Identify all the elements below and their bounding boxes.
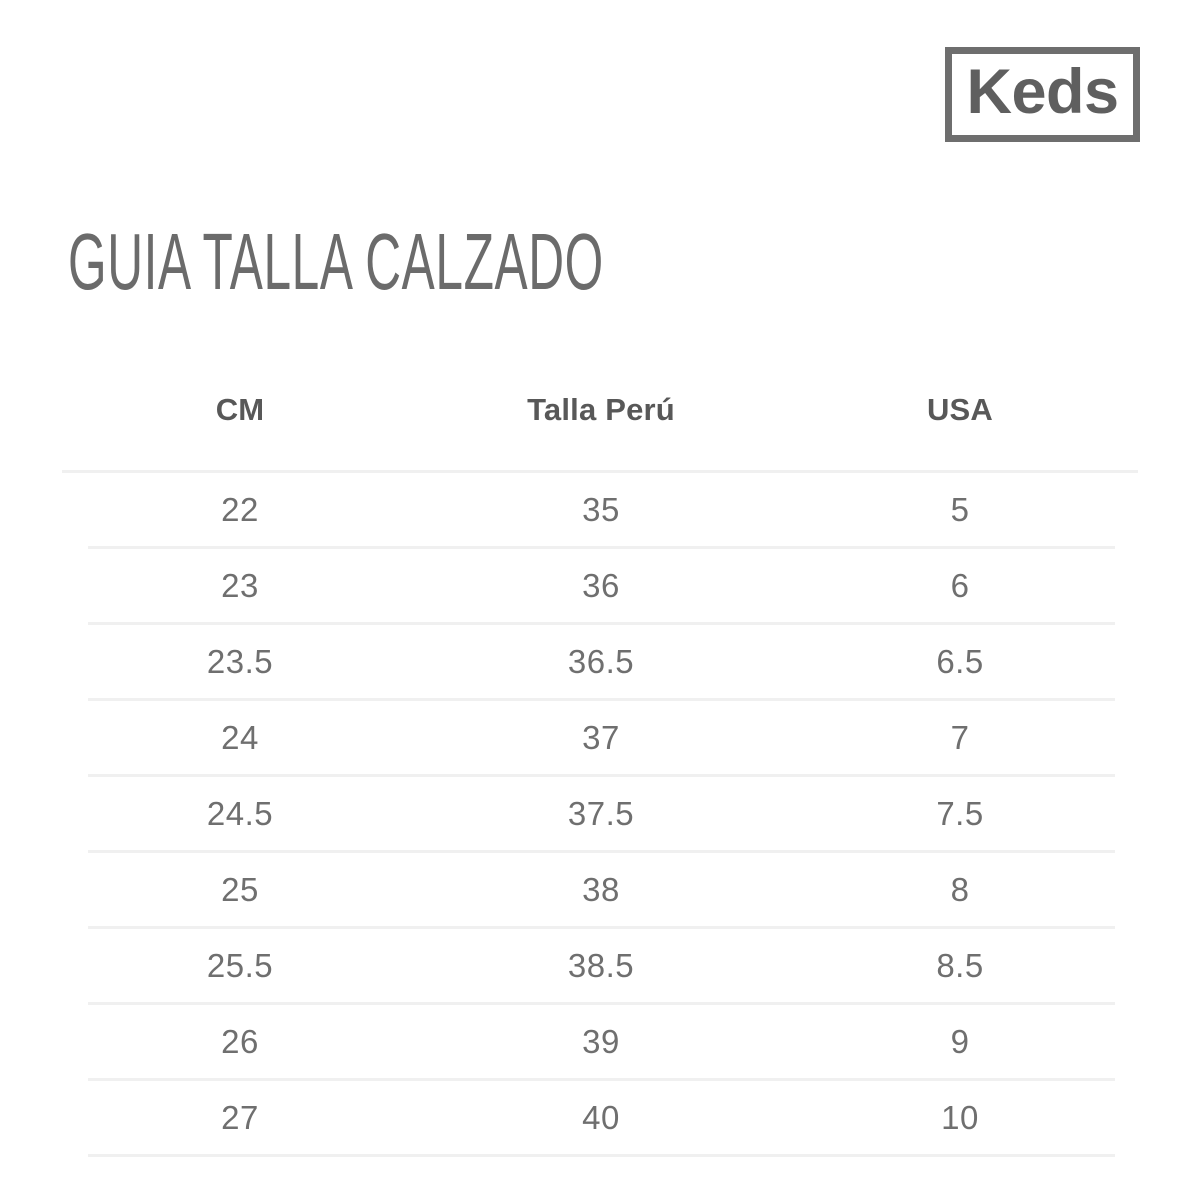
size-guide-table: CM Talla Perú USA 22 35 5 23 36 6 23.5 36.5 6.5 2…: [0, 392, 1200, 1157]
table-body: 22 35 5 23 36 6 23.5 36.5 6.5 24 37 7 24.5 37.5 7.5 25 3…: [0, 473, 1200, 1157]
row-divider: [88, 698, 1115, 701]
row-divider: [88, 1154, 1115, 1157]
cell-talla-peru: 40: [582, 1098, 620, 1136]
column-header-usa: USA: [926, 392, 994, 427]
cell-cm: 26: [221, 1022, 259, 1060]
row-divider: [88, 1002, 1115, 1005]
column-header-talla-peru: Talla Perú: [527, 392, 675, 427]
cell-usa: 7.5: [936, 794, 984, 832]
row-divider: [88, 546, 1115, 549]
table-header-row: CM Talla Perú USA: [0, 392, 1200, 470]
keds-logo-text: Keds: [966, 57, 1119, 127]
cell-usa: 5: [950, 490, 970, 528]
cell-talla-peru: 37: [582, 718, 620, 756]
cell-usa: 8.5: [936, 946, 984, 984]
cell-cm: 24: [221, 718, 259, 756]
cell-usa: 9: [950, 1022, 970, 1060]
row-divider: [88, 1078, 1115, 1081]
cell-usa: 6: [950, 566, 970, 604]
row-divider: [88, 850, 1115, 853]
table-row: 22 35 5: [0, 473, 1200, 546]
cell-cm: 23.5: [206, 642, 274, 680]
cell-cm: 23: [221, 566, 259, 604]
cell-usa: 8: [950, 870, 970, 908]
table-row: 27 40 10: [0, 1081, 1200, 1154]
cell-cm: 27: [221, 1098, 259, 1136]
cell-talla-peru: 38.5: [567, 946, 635, 984]
table-row: 23 36 6: [0, 549, 1200, 622]
cell-talla-peru: 39: [582, 1022, 620, 1060]
table-row: 26 39 9: [0, 1005, 1200, 1078]
page-title: GUIA TALLA CALZADO: [68, 217, 604, 306]
cell-usa: 7: [950, 718, 970, 756]
table-row: 25 38 8: [0, 853, 1200, 926]
cell-usa: 6.5: [936, 642, 984, 680]
cell-talla-peru: 36: [582, 566, 620, 604]
cell-cm: 25: [221, 870, 259, 908]
cell-talla-peru: 38: [582, 870, 620, 908]
table-row: 23.5 36.5 6.5: [0, 625, 1200, 698]
cell-talla-peru: 35: [582, 490, 620, 528]
row-divider: [88, 774, 1115, 777]
header-divider: [62, 470, 1138, 473]
cell-talla-peru: 36.5: [567, 642, 635, 680]
cell-cm: 25.5: [206, 946, 274, 984]
table-row: 25.5 38.5 8.5: [0, 929, 1200, 1002]
row-divider: [88, 926, 1115, 929]
cell-talla-peru: 37.5: [567, 794, 635, 832]
row-divider: [88, 622, 1115, 625]
table-row: 24 37 7: [0, 701, 1200, 774]
cell-cm: 24.5: [206, 794, 274, 832]
keds-logo: Keds: [945, 47, 1140, 142]
cell-usa: 10: [941, 1098, 979, 1136]
table-row: 24.5 37.5 7.5: [0, 777, 1200, 850]
cell-cm: 22: [221, 490, 259, 528]
column-header-cm: CM: [215, 392, 265, 427]
